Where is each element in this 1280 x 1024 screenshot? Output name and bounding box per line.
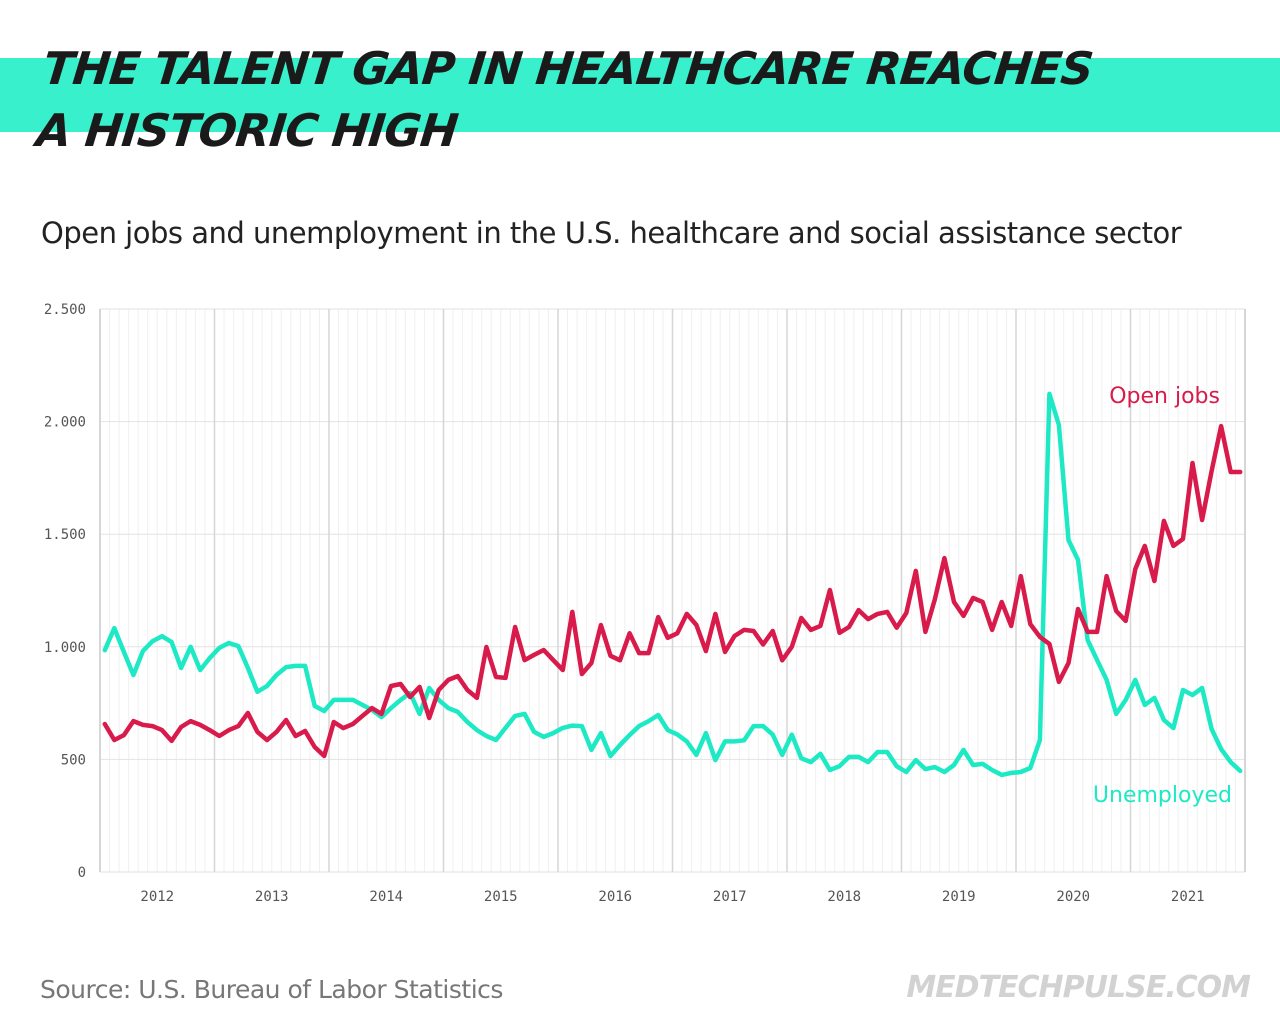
x-tick-label: 2019 xyxy=(942,889,976,905)
y-tick-label: 500 xyxy=(61,752,86,768)
y-tick-label: 1.500 xyxy=(44,527,86,543)
chart-subtitle: Open jobs and unemployment in the U.S. h… xyxy=(41,216,1182,250)
x-tick-label: 2016 xyxy=(598,889,632,905)
x-tick-label: 2012 xyxy=(140,889,174,905)
brand-watermark: MEDTECHPULSE.COM xyxy=(906,970,1251,1005)
x-tick-label: 2015 xyxy=(484,889,518,905)
y-tick-label: 2.000 xyxy=(44,415,86,431)
open-jobs-line xyxy=(102,423,1243,759)
x-tick-label: 2017 xyxy=(713,889,747,905)
source-note: Source: U.S. Bureau of Labor Statistics xyxy=(40,975,503,1004)
x-tick-label: 2013 xyxy=(255,889,289,905)
series-lines xyxy=(102,391,1243,778)
title-accent-band xyxy=(0,58,1280,132)
x-tick-label: 2021 xyxy=(1171,889,1205,905)
y-tick-label: 2.500 xyxy=(44,302,86,318)
x-tick-label: 2020 xyxy=(1056,889,1090,905)
unemployed-label: Unemployed xyxy=(1093,783,1232,808)
grid xyxy=(99,308,1246,873)
y-axis-ticks: 0 500 1.000 1.500 2.000 2.500 xyxy=(44,302,86,881)
x-tick-label: 2014 xyxy=(369,889,403,905)
x-tick-label: 2018 xyxy=(827,889,861,905)
series-labels: Open jobs Unemployed xyxy=(1093,384,1232,808)
y-tick-label: 0 xyxy=(78,865,86,881)
x-axis-ticks: 2012 2013 2014 2015 2016 2017 2018 2019 2020 2021 xyxy=(140,889,1204,905)
y-tick-label: 1.000 xyxy=(44,640,86,656)
open-jobs-label: Open jobs xyxy=(1109,384,1220,409)
unemployed-line xyxy=(102,391,1243,778)
